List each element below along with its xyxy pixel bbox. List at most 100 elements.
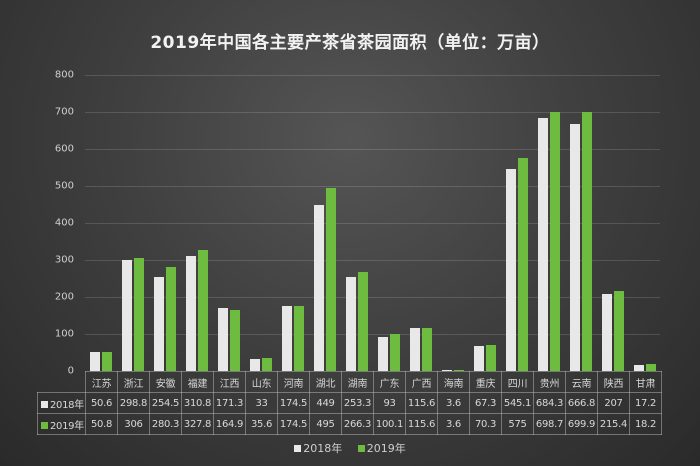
table-cell: 684.3 <box>533 392 566 414</box>
gridline <box>85 334 660 335</box>
bar-2019[interactable] <box>582 112 592 371</box>
bar-2018[interactable] <box>634 364 644 371</box>
table-cell: 449 <box>309 392 342 414</box>
y-tick-label: 500 <box>54 180 74 192</box>
table-cell: 100.1 <box>373 413 406 435</box>
bar-2018[interactable] <box>154 276 164 371</box>
table-cell: 17.2 <box>629 392 662 414</box>
bar-2018[interactable] <box>314 204 324 371</box>
table-cell: 70.3 <box>469 413 502 435</box>
gridline <box>85 149 660 150</box>
bar-2018[interactable] <box>90 352 100 371</box>
category-label: 浙江 <box>117 371 150 393</box>
table-cell: 174.5 <box>277 413 310 435</box>
bar-2019[interactable] <box>294 306 304 371</box>
table-cell: 254.5 <box>149 392 182 414</box>
category-label: 广西 <box>405 371 438 393</box>
bar-2019[interactable] <box>134 257 144 371</box>
bar-2019[interactable] <box>486 345 496 371</box>
bar-2019[interactable] <box>166 267 176 371</box>
y-tick-label: 300 <box>54 254 74 266</box>
table-cell: 115.6 <box>405 413 438 435</box>
table-cell: 698.7 <box>533 413 566 435</box>
table-cell: 266.3 <box>341 413 374 435</box>
bar-2019[interactable] <box>230 310 240 371</box>
bar-2018[interactable] <box>122 260 132 371</box>
table-cell: 33 <box>245 392 278 414</box>
legend-swatch-2018 <box>41 400 48 408</box>
bar-2018[interactable] <box>602 294 612 371</box>
bar-2018[interactable] <box>218 307 228 371</box>
category-label: 四川 <box>501 371 534 393</box>
bar-2018[interactable] <box>442 369 452 371</box>
bar-2018[interactable] <box>346 277 356 371</box>
category-label: 广东 <box>373 371 406 393</box>
bar-2018[interactable] <box>410 328 420 371</box>
category-label: 山东 <box>245 371 278 393</box>
bar-2019[interactable] <box>550 112 560 371</box>
bar-2018[interactable] <box>186 256 196 371</box>
category-label: 贵州 <box>533 371 566 393</box>
table-cell: 545.1 <box>501 392 534 414</box>
bar-2019[interactable] <box>390 333 400 371</box>
bar-2019[interactable] <box>198 249 208 371</box>
bar-2018[interactable] <box>474 346 484 371</box>
bar-2019[interactable] <box>358 272 368 371</box>
table-cell: 215.4 <box>597 413 630 435</box>
y-tick-label: 700 <box>54 106 74 118</box>
y-tick-label: 600 <box>54 143 74 155</box>
category-label: 江西 <box>213 371 246 393</box>
table-cell: 3.6 <box>437 413 470 435</box>
bar-2019[interactable] <box>518 158 528 371</box>
table-cell: 93 <box>373 392 406 414</box>
y-tick-label: 0 <box>67 365 74 377</box>
gridline <box>85 186 660 187</box>
row-label-2019: 2019年 <box>37 413 86 435</box>
gridline <box>85 223 660 224</box>
category-label: 江苏 <box>85 371 118 393</box>
table-cell: 280.3 <box>149 413 182 435</box>
bar-2018[interactable] <box>538 117 548 371</box>
table-cell: 18.2 <box>629 413 662 435</box>
legend: 2018年 2019年 <box>0 440 700 456</box>
bar-2018[interactable] <box>378 336 388 371</box>
category-label: 云南 <box>565 371 598 393</box>
bar-2018[interactable] <box>282 306 292 371</box>
bar-2019[interactable] <box>102 352 112 371</box>
category-label: 湖北 <box>309 371 342 393</box>
gridline <box>85 75 660 76</box>
table-cell: 115.6 <box>405 392 438 414</box>
bar-2019[interactable] <box>646 364 656 371</box>
table-cell: 699.9 <box>565 413 598 435</box>
legend-item-2018[interactable]: 2018年 <box>294 442 342 455</box>
y-tick-label: 400 <box>54 217 74 229</box>
legend-item-2019[interactable]: 2019年 <box>357 442 406 455</box>
table-cell: 50.8 <box>85 413 118 435</box>
bar-2019[interactable] <box>454 369 464 371</box>
row-label-2018: 2018年 <box>37 392 86 414</box>
gridline <box>85 297 660 298</box>
bar-2019[interactable] <box>326 187 336 371</box>
chart-title: 2019年中国各主要产茶省茶园面积（单位：万亩） <box>150 33 550 53</box>
bar-2018[interactable] <box>506 169 516 371</box>
gridline <box>85 260 660 261</box>
table-cell: 3.6 <box>437 392 470 414</box>
y-tick-label: 800 <box>54 69 74 81</box>
category-label: 湖南 <box>341 371 374 393</box>
category-label: 安徽 <box>149 371 182 393</box>
table-cell: 327.8 <box>181 413 214 435</box>
data-table: 江苏 浙江 安徽 福建 江西 山东 河南 湖北 湖南 广东 广西 海南 重庆 四川 贵州 云南 陕西 甘肃 201… <box>37 371 662 435</box>
bar-2019[interactable] <box>262 357 272 371</box>
bar-2018[interactable] <box>570 124 580 371</box>
bar-2018[interactable] <box>250 358 260 371</box>
table-cell: 171.3 <box>213 392 246 414</box>
table-cell: 253.3 <box>341 392 374 414</box>
bar-2019[interactable] <box>422 328 432 371</box>
table-cell: 50.6 <box>85 392 118 414</box>
category-label: 重庆 <box>469 371 502 393</box>
table-cell: 666.8 <box>565 392 598 414</box>
bar-2019[interactable] <box>614 291 624 371</box>
table-cell: 495 <box>309 413 342 435</box>
gridline <box>85 112 660 113</box>
